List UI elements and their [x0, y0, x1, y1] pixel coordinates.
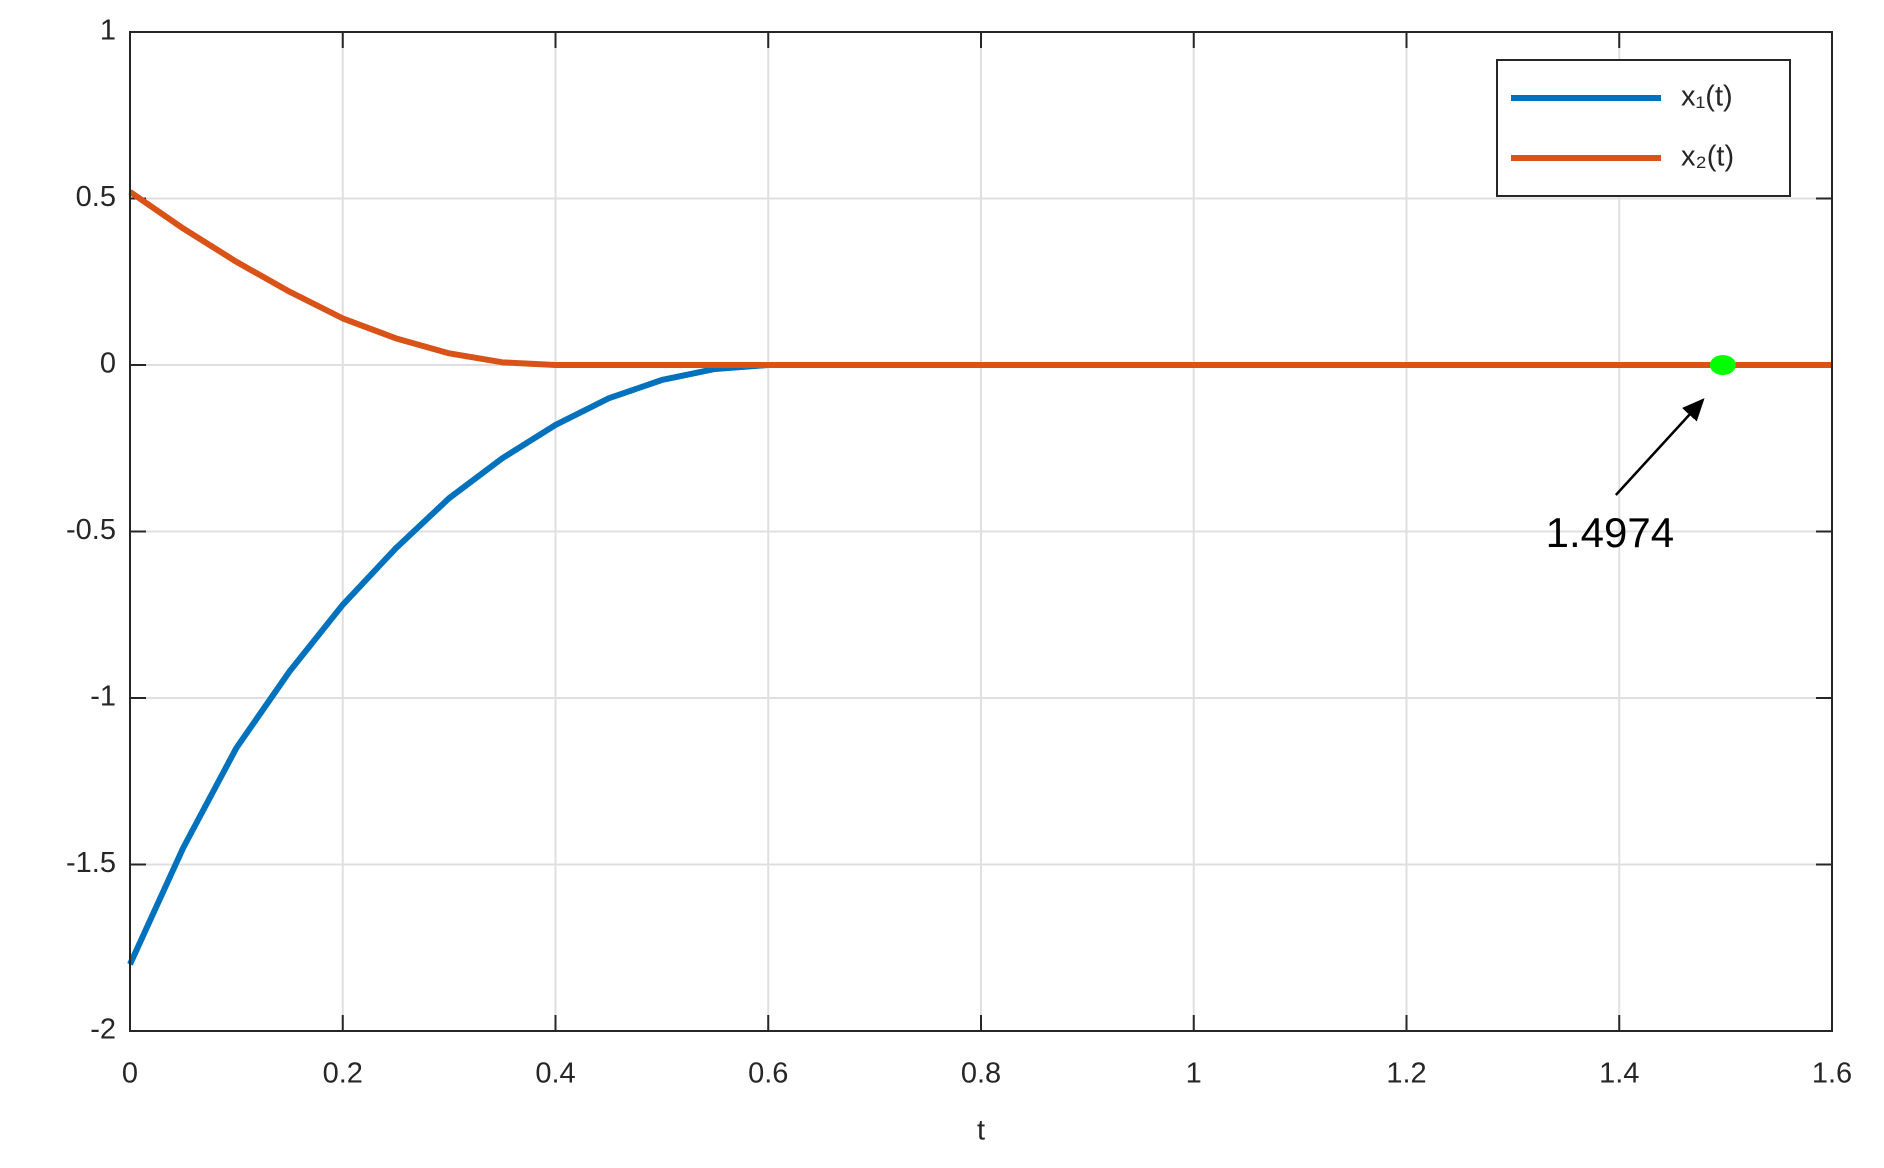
legend-label: x₁(t) — [1681, 81, 1733, 113]
x-tick-label: 1.2 — [1386, 1058, 1426, 1090]
x-tick-label: 1.4 — [1599, 1058, 1639, 1090]
x-tick-label: 1.6 — [1812, 1058, 1852, 1090]
series-line — [128, 189, 1832, 368]
annotation-arrow — [1614, 398, 1705, 496]
x-tick-label: 0.2 — [323, 1058, 363, 1090]
y-tick-label: 0 — [100, 348, 116, 380]
y-tick-label: -2 — [90, 1014, 116, 1046]
x-tick-label: 1 — [1186, 1058, 1202, 1090]
x-tick-label: 0.8 — [961, 1058, 1001, 1090]
annotation-label: 1.4974 — [1546, 509, 1674, 556]
y-tick-label: -1 — [90, 681, 116, 713]
annotation-point — [1709, 355, 1736, 375]
axes-box — [129, 31, 1833, 1032]
x-tick-label: 0.4 — [535, 1058, 575, 1090]
x-tick-label: 0.6 — [748, 1058, 788, 1090]
y-tick-label: 1 — [100, 15, 116, 47]
x-tick-label: 0 — [122, 1058, 138, 1090]
y-tick-label: -0.5 — [66, 514, 116, 546]
legend-box — [1496, 59, 1791, 197]
series-line — [127, 362, 1832, 966]
legend-label: x₂(t) — [1681, 141, 1734, 173]
y-tick-label: -1.5 — [66, 847, 116, 879]
y-tick-label: 0.5 — [76, 181, 116, 213]
x-axis-label: t — [977, 1115, 985, 1147]
